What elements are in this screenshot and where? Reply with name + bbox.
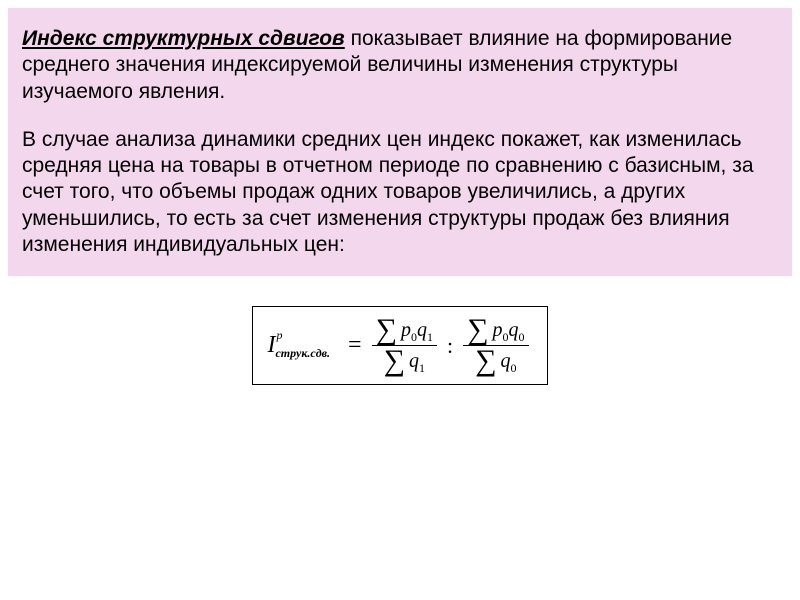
term-highlight: Индекс структурных сдвигов <box>22 27 345 50</box>
q0: q0 <box>501 350 517 373</box>
formula-lhs: I p струк.сдв. <box>267 332 336 359</box>
q1: q1 <box>409 350 425 373</box>
fraction-2-numerator: ∑ p0q0 <box>463 315 528 345</box>
subscript-struk: струк.сдв. <box>275 346 330 361</box>
p0q1: p0q1 <box>401 319 433 342</box>
definition-textbox: Индекс структурных сдвигов показывает вл… <box>8 8 792 276</box>
sigma-icon: ∑ <box>384 346 405 376</box>
fraction-2-denominator: ∑ q0 <box>471 346 520 376</box>
fraction-1-denominator: ∑ q1 <box>380 346 429 376</box>
p0q0: p0q0 <box>493 319 525 342</box>
fraction-1-numerator: ∑ p0q1 <box>372 315 437 345</box>
fraction-2: ∑ p0q0 ∑ q0 <box>463 315 528 376</box>
ratio-expression: ∑ p0q1 ∑ q1 : ∑ p0q0 <box>368 315 533 376</box>
sigma-icon: ∑ <box>376 315 397 345</box>
formula-box: I p струк.сдв. = ∑ p0q1 ∑ q1 <box>252 306 547 385</box>
paragraph-2: В случае анализа динамики средних цен ин… <box>22 127 778 258</box>
fraction-1: ∑ p0q1 ∑ q1 <box>372 315 437 376</box>
formula-container: I p струк.сдв. = ∑ p0q1 ∑ q1 <box>0 306 800 385</box>
superscript-p: p <box>276 328 282 343</box>
sigma-icon: ∑ <box>475 346 496 376</box>
division-colon: : <box>447 333 453 359</box>
equals-sign: = <box>348 332 362 359</box>
sigma-icon: ∑ <box>467 315 488 345</box>
symbol-I: I <box>267 332 275 359</box>
paragraph-1: Индекс структурных сдвигов показывает вл… <box>22 26 778 105</box>
